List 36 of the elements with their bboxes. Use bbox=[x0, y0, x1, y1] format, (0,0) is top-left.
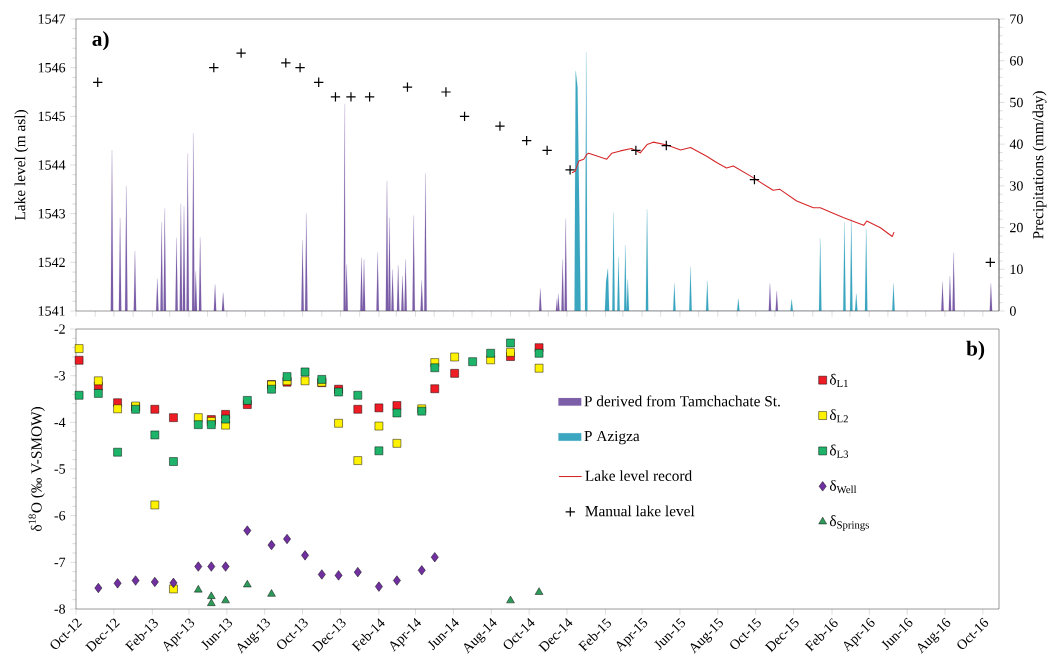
annotation: a) bbox=[92, 31, 109, 51]
legend-label: P Azigza bbox=[584, 430, 640, 445]
y-tick-label: 70 bbox=[1010, 14, 1023, 24]
y-axis-title: δ$^{18}$O (‰ V-SMOW) bbox=[28, 406, 45, 532]
legend-label: P derived from Tamchachate St. bbox=[584, 395, 780, 407]
y-tick-label: 1547 bbox=[38, 14, 66, 24]
y-tick-label: 1544 bbox=[38, 160, 66, 170]
y-tick-label: 1545 bbox=[38, 111, 66, 122]
legend-label: Lake level record bbox=[585, 470, 692, 481]
y-tick-label: 20 bbox=[1010, 222, 1023, 233]
y-tick-label: -5 bbox=[54, 464, 66, 474]
annotation: b) bbox=[966, 340, 985, 361]
y-tick-label: -2 bbox=[54, 324, 65, 334]
y-tick-label: 40 bbox=[1009, 139, 1023, 149]
y-tick-label: -7 bbox=[54, 557, 66, 567]
y-tick-label: -6 bbox=[54, 510, 66, 521]
y-tick-label: 30 bbox=[1010, 181, 1023, 191]
y-axis-title: Precipitations (mm/day) bbox=[1032, 91, 1047, 239]
y-tick-label: -4 bbox=[54, 417, 66, 427]
y-tick-label: 1546 bbox=[38, 62, 66, 73]
legend-label: Manual lake level bbox=[585, 505, 695, 517]
legend-label: δ$_{Well}$ bbox=[829, 479, 857, 494]
y-tick-label: 0 bbox=[1009, 306, 1016, 316]
y-tick-label: -3 bbox=[54, 370, 66, 381]
legend-label: δ$_{L1}$ bbox=[829, 373, 848, 387]
legend-label: δ$_{Springs}$ bbox=[829, 515, 869, 531]
legend-label: δ$_{L3}$ bbox=[829, 444, 849, 458]
y-tick-label: 50 bbox=[1010, 97, 1023, 108]
y-tick-label: 60 bbox=[1010, 56, 1023, 66]
y-tick-label: 1541 bbox=[38, 306, 65, 316]
y-tick-label: 1543 bbox=[38, 208, 66, 219]
y-axis-title: Lake level (m asl) bbox=[14, 110, 29, 221]
legend-label: δ$_{L2}$ bbox=[829, 409, 848, 423]
y-tick-label: -8 bbox=[54, 604, 66, 614]
y-tick-label: 1542 bbox=[38, 257, 65, 268]
y-tick-label: 10 bbox=[1010, 264, 1023, 275]
